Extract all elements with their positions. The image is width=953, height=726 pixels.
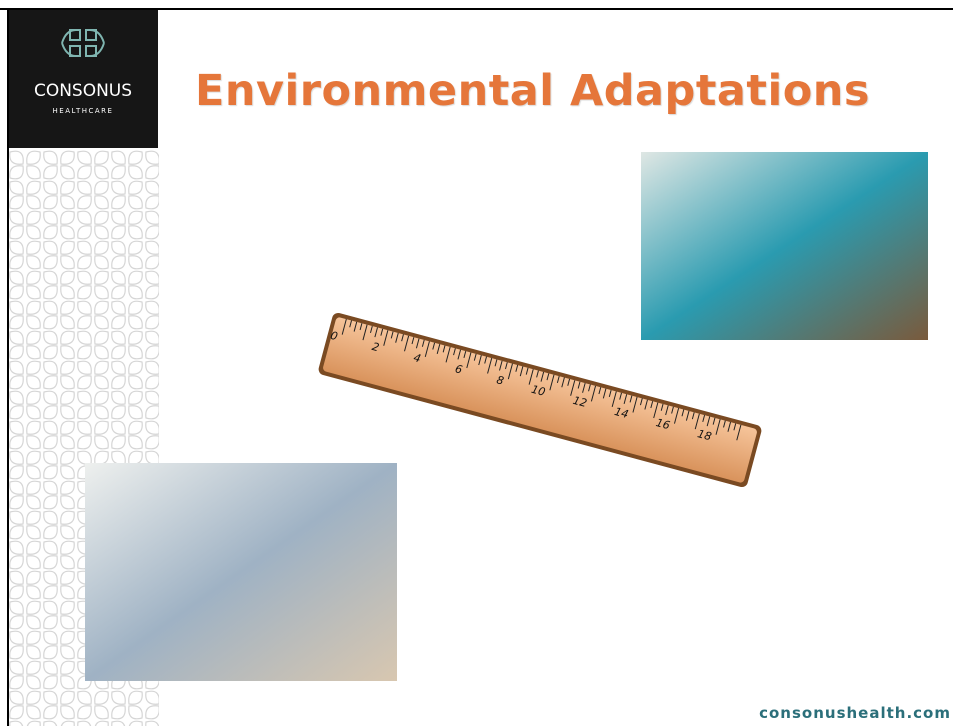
ruler-body (322, 317, 758, 484)
photo-caregiver (641, 152, 928, 340)
footer-url: consonushealth.com (759, 704, 951, 722)
logo-name: CONSONUS (34, 81, 132, 101)
photo-couple (85, 463, 397, 681)
slide-title: Environmental Adaptations (195, 66, 870, 116)
slide: CONSONUS HEALTHCARE 024681012141618 Envi… (0, 0, 953, 726)
logo-box (9, 10, 158, 148)
logo-tagline: HEALTHCARE (53, 107, 114, 115)
